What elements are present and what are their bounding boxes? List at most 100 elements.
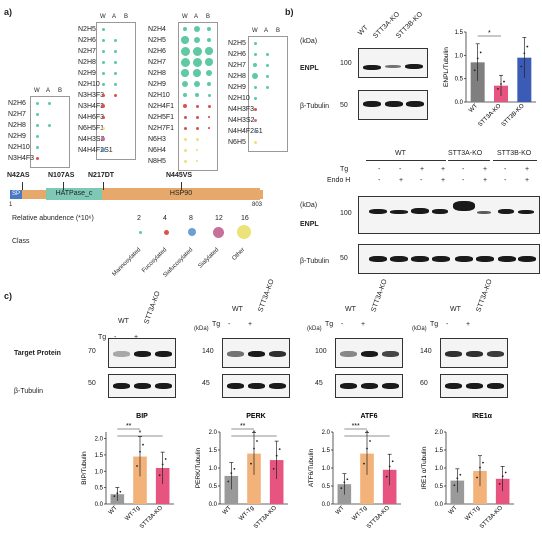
abundance-dot (182, 26, 188, 32)
abundance-dot (100, 136, 106, 142)
tubulin-blot (358, 90, 428, 120)
glycan-name: N2H7 (78, 48, 96, 55)
column-header: B (58, 88, 63, 94)
abundance-dot (180, 57, 190, 67)
abundance-dot (101, 82, 105, 86)
abundance-dot (113, 71, 117, 75)
abundance-dot (253, 129, 257, 133)
data-point (453, 484, 456, 487)
abundance-dot (101, 60, 105, 64)
band (248, 351, 265, 357)
data-point (366, 447, 368, 450)
glycan-name: N4H6F3 (78, 114, 105, 121)
y-axis-label: PERK/Tubulin (195, 447, 202, 488)
glycan-name: N3H4F3 (78, 103, 105, 110)
y-tick-label: 1.5 (209, 448, 218, 454)
marker: 70 (88, 348, 96, 355)
data-point (501, 475, 504, 478)
glycan-name: N2H4 (148, 26, 166, 33)
marker: 45 (315, 380, 323, 387)
glycan-name: N4H4F2S1 (228, 128, 263, 135)
abundance-dot (183, 126, 187, 130)
glycan-name: N8H5 (148, 158, 166, 165)
data-point (385, 475, 388, 478)
column-header: W (100, 14, 106, 20)
tg-sign: - (504, 166, 507, 173)
x-tick-label: STT3A-KO (479, 505, 504, 530)
endo-sign: + (525, 177, 530, 184)
abundance-dot (196, 160, 198, 162)
data-point (388, 465, 391, 468)
chart-title: ATF6 (361, 413, 378, 420)
y-tick-label: 1.0 (435, 466, 444, 472)
chart-title: PERK (246, 413, 265, 420)
glycan-name: N2H6 (228, 51, 246, 58)
site-label: N107AS (48, 172, 75, 179)
abundance-dot (205, 47, 213, 55)
y-tick-label: 0.0 (435, 502, 444, 508)
loading-label: β-Tubulin (300, 258, 330, 265)
data-point (369, 440, 371, 442)
abundance-dot (195, 115, 199, 119)
y-tick-label: 2.0 (435, 430, 444, 436)
tg-label: Tg (340, 166, 349, 173)
y-tick-label: 2.0 (209, 430, 218, 436)
abundance-dot (181, 36, 189, 44)
abundance-dot (193, 69, 201, 77)
column-header: A (46, 88, 51, 94)
abundance-dot (207, 104, 211, 108)
band (382, 351, 399, 357)
size-label: 2 (137, 215, 141, 222)
y-tick-label: 1.0 (209, 466, 218, 472)
band (445, 351, 462, 357)
abundance-dot (100, 147, 106, 153)
tg-sign: - (462, 166, 465, 173)
tg-label: Tg (325, 321, 334, 328)
kda-label: (kDa) (300, 38, 318, 45)
data-point (503, 80, 505, 83)
abundance-dot (265, 85, 269, 89)
tg-sign: + (466, 321, 471, 328)
glycan-name: N2H10 (228, 95, 250, 102)
abundance-dot (252, 62, 258, 68)
data-point (253, 447, 255, 450)
glycan-name: N6H3 (148, 136, 166, 143)
glycan-name: N2H7 (228, 62, 246, 69)
data-point (142, 443, 144, 446)
lane-label: STT3A-KO (257, 278, 276, 313)
marker: 50 (340, 255, 348, 262)
abundance-dot (101, 115, 105, 119)
band (466, 383, 483, 389)
x-tick-label: STT3B-KO (501, 103, 526, 128)
sig-label: * (488, 30, 491, 37)
abundance-dot (196, 149, 198, 151)
tg-sign: + (134, 334, 138, 341)
glycan-name: N4H3S2 (78, 136, 105, 143)
bar (133, 456, 147, 504)
band (340, 351, 357, 357)
abundance-dot (194, 81, 200, 87)
band (487, 351, 504, 357)
hsp90-domain: HSP90 (102, 188, 260, 200)
tubulin-blot (108, 374, 176, 398)
data-point (164, 458, 167, 460)
size-dot (212, 226, 224, 238)
abundance-dot (35, 134, 39, 138)
data-point (498, 482, 501, 485)
target-label: ENPL (300, 65, 319, 72)
abundance-dot (182, 92, 188, 98)
glycan-name: N2H6 (148, 48, 166, 55)
bar (382, 469, 397, 504)
tg-sign: + (525, 166, 530, 173)
x-tick-label: WT (108, 505, 119, 516)
glycan-name: N2H5 (78, 26, 96, 33)
abundance-dot (206, 37, 212, 43)
glycan-name: N2H5 (228, 40, 246, 47)
y-tick-label: 1.0 (95, 469, 104, 475)
glycan-name: N6H5F1 (78, 125, 105, 132)
band (134, 351, 151, 357)
bar (269, 460, 284, 504)
y-tick-label: 0.0 (95, 502, 104, 508)
site-label: N42AS (7, 172, 30, 179)
